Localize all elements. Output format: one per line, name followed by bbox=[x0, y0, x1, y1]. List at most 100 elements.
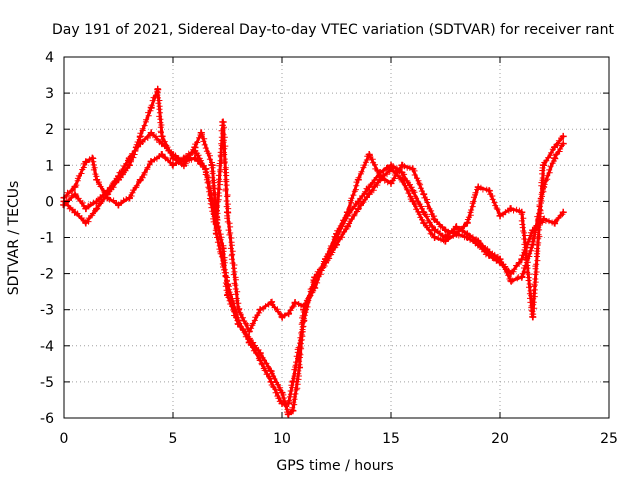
data-point-marker bbox=[221, 266, 227, 273]
data-point-marker bbox=[543, 157, 550, 164]
data-point-marker bbox=[539, 175, 546, 181]
data-point bbox=[136, 176, 144, 184]
data-point bbox=[420, 190, 428, 198]
data-point-marker bbox=[214, 239, 221, 246]
data-point-marker bbox=[129, 189, 136, 196]
data-point bbox=[245, 327, 253, 335]
data-point-marker bbox=[231, 268, 238, 275]
data-point-marker bbox=[330, 239, 337, 246]
data-point bbox=[551, 219, 558, 227]
data-point-marker bbox=[530, 299, 537, 306]
data-point bbox=[158, 150, 166, 158]
data-point bbox=[267, 298, 275, 306]
data-point-marker bbox=[470, 198, 477, 205]
data-point-marker bbox=[144, 164, 151, 171]
data-point bbox=[322, 255, 330, 263]
data-point-marker bbox=[201, 135, 208, 142]
data-point-marker bbox=[297, 334, 304, 341]
data-point bbox=[136, 140, 144, 148]
data-point bbox=[224, 208, 231, 216]
x-tick-label: 20 bbox=[491, 431, 509, 447]
data-point-marker bbox=[350, 192, 357, 199]
data-point-marker bbox=[227, 291, 234, 298]
data-point-marker bbox=[141, 122, 148, 129]
data-point bbox=[147, 104, 155, 112]
data-point-marker bbox=[502, 209, 509, 216]
data-point-marker bbox=[214, 202, 221, 209]
data-point-marker bbox=[232, 276, 239, 283]
y-tick-label: -6 bbox=[40, 411, 54, 427]
data-point-marker bbox=[351, 211, 358, 218]
data-point bbox=[354, 176, 362, 184]
data-point-marker bbox=[457, 226, 464, 233]
data-point-marker bbox=[224, 215, 231, 222]
data-point-marker bbox=[539, 189, 545, 196]
data-point-marker bbox=[220, 264, 226, 270]
data-point-marker bbox=[223, 182, 230, 189]
data-point-marker bbox=[229, 300, 236, 307]
data-point-marker bbox=[533, 261, 540, 268]
data-point bbox=[463, 234, 471, 241]
data-point-marker bbox=[153, 133, 160, 140]
data-point-marker bbox=[267, 375, 274, 382]
x-tick-label: 5 bbox=[169, 431, 178, 447]
data-point-marker bbox=[274, 381, 281, 388]
data-point bbox=[559, 132, 567, 140]
data-point-marker bbox=[537, 195, 544, 202]
data-point bbox=[71, 183, 79, 191]
data-point bbox=[82, 205, 90, 213]
data-point bbox=[496, 212, 504, 220]
data-point-marker bbox=[287, 388, 294, 394]
data-point bbox=[365, 150, 373, 158]
data-point bbox=[452, 223, 460, 231]
data-point-marker bbox=[297, 340, 304, 347]
data-point bbox=[409, 165, 417, 173]
data-point bbox=[71, 208, 79, 216]
data-point-marker bbox=[537, 219, 544, 226]
data-point bbox=[158, 132, 166, 140]
data-point-marker bbox=[426, 226, 433, 233]
data-point-marker bbox=[293, 353, 300, 360]
data-point-marker bbox=[504, 266, 511, 273]
data-point-marker bbox=[424, 213, 430, 220]
data-point-marker bbox=[426, 219, 433, 226]
data-point bbox=[343, 223, 351, 231]
data-point-marker bbox=[529, 308, 536, 315]
data-point bbox=[234, 306, 242, 314]
data-point bbox=[365, 190, 373, 198]
data-point bbox=[115, 172, 122, 180]
data-point-marker bbox=[261, 367, 268, 374]
data-point-marker bbox=[196, 134, 202, 141]
series-layer bbox=[60, 85, 567, 418]
data-point-marker bbox=[327, 243, 334, 249]
data-point bbox=[442, 226, 449, 234]
data-point bbox=[278, 400, 286, 408]
data-point bbox=[169, 161, 177, 169]
data-point bbox=[474, 241, 482, 249]
data-point-marker bbox=[221, 160, 228, 167]
y-tick-label: 2 bbox=[45, 122, 54, 138]
y-tick-label: -4 bbox=[40, 339, 54, 355]
data-point-marker bbox=[537, 207, 544, 214]
data-point-marker bbox=[493, 205, 500, 211]
data-point-marker bbox=[97, 183, 104, 190]
data-point-marker bbox=[259, 361, 266, 368]
data-point-marker bbox=[194, 139, 201, 146]
data-point-marker bbox=[154, 92, 161, 99]
data-point-marker bbox=[226, 231, 233, 238]
data-point-marker bbox=[417, 185, 424, 192]
y-tick-label: 4 bbox=[45, 50, 54, 66]
data-point-marker bbox=[205, 180, 212, 187]
data-point-marker bbox=[317, 271, 324, 278]
series-line bbox=[62, 131, 565, 406]
data-point-marker bbox=[295, 344, 302, 351]
data-point-marker bbox=[221, 134, 228, 141]
data-point-marker bbox=[220, 139, 227, 146]
data-point bbox=[136, 132, 144, 140]
data-point-marker bbox=[237, 311, 244, 318]
data-point bbox=[376, 172, 384, 180]
data-point bbox=[88, 154, 96, 162]
series-track-3 bbox=[60, 118, 567, 335]
data-point-marker bbox=[533, 269, 540, 275]
data-point-marker bbox=[233, 291, 240, 298]
